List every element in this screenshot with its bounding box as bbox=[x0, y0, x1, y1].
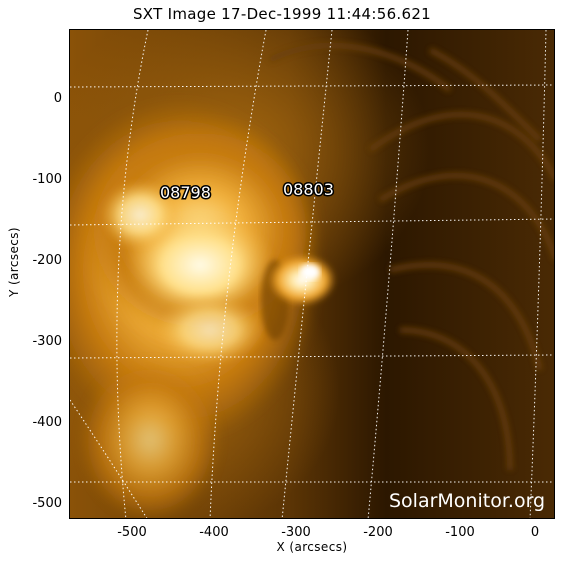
y-tick-label: 0 bbox=[53, 91, 62, 106]
bright-kernel-core bbox=[300, 264, 320, 280]
heliographic-grid bbox=[70, 30, 554, 518]
y-tick-label: -200 bbox=[32, 253, 62, 268]
bright-kernel bbox=[268, 254, 336, 306]
plot-area: 08798 08803 SolarMonitor.org bbox=[69, 29, 555, 519]
region-label-08803: 08803 bbox=[283, 180, 334, 199]
x-tick-label: 0 bbox=[530, 525, 540, 540]
x-tick-label: -200 bbox=[363, 525, 393, 540]
y-tick-label: -100 bbox=[32, 172, 62, 187]
x-axis-label: X (arcsecs) bbox=[276, 540, 348, 554]
x-tick-label: -300 bbox=[281, 525, 311, 540]
y-tick-label: -400 bbox=[32, 415, 62, 430]
active-region-core bbox=[155, 295, 265, 365]
image-title: SXT Image 17-Dec-1999 11:44:56.621 bbox=[132, 5, 432, 23]
y-tick-label: -300 bbox=[32, 334, 62, 349]
x-tick-label: -400 bbox=[199, 525, 229, 540]
active-region-emission bbox=[80, 360, 220, 518]
solar-image: 08798 08803 SolarMonitor.org bbox=[70, 30, 554, 518]
region-label-08798: 08798 bbox=[160, 183, 211, 202]
x-tick-label: -100 bbox=[445, 525, 475, 540]
x-tick-label: -500 bbox=[117, 525, 147, 540]
watermark: SolarMonitor.org bbox=[389, 490, 545, 512]
coronal-loops bbox=[268, 42, 554, 471]
y-tick-label: -500 bbox=[32, 496, 62, 511]
